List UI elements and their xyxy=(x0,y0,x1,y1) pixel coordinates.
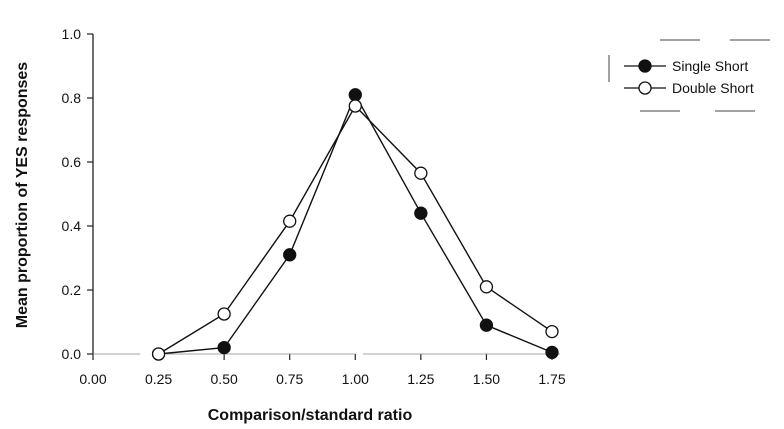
y-tick-label: 0.2 xyxy=(62,282,82,298)
y-tick-label: 1.0 xyxy=(62,26,82,42)
single-short-point xyxy=(414,206,428,220)
double-short-point xyxy=(479,280,494,294)
y-tick-label: 0.8 xyxy=(62,90,82,106)
single-short-point xyxy=(217,340,231,355)
y-tick-label: 0.6 xyxy=(62,154,82,170)
legend-label: Double Short xyxy=(672,80,754,96)
x-tick-label: 0.50 xyxy=(211,371,238,387)
x-ticks: 0.00 0.25 0.50 0.75 1.00 1.25 1.50 1.75 xyxy=(79,353,566,387)
double-short-point xyxy=(217,307,231,321)
x-tick-label: 1.25 xyxy=(407,371,434,387)
x-tick-label: 0.25 xyxy=(145,371,172,387)
x-tick-label: 0.00 xyxy=(79,371,106,387)
x-tick-label: 0.75 xyxy=(276,371,303,387)
legend: Single Short Double Short xyxy=(608,39,770,112)
single-short-point xyxy=(348,88,362,102)
y-axis-title: Mean proportion of YES responses xyxy=(14,62,31,329)
x-tick-label: 1.50 xyxy=(473,371,500,387)
series-layer xyxy=(151,88,559,361)
x-axis-title: Comparison/standard ratio xyxy=(208,407,413,424)
single-short-point xyxy=(479,318,494,332)
double-short-point xyxy=(545,324,559,339)
double-short-point xyxy=(348,99,362,113)
legend-marker xyxy=(638,59,652,73)
series-line-double-short xyxy=(158,104,553,355)
double-short-point xyxy=(414,166,428,180)
single-short-point xyxy=(545,345,559,360)
single-short-point xyxy=(283,248,297,262)
legend-label: Single Short xyxy=(672,58,748,74)
y-tick-label: 0.4 xyxy=(62,218,82,234)
double-short-point xyxy=(283,214,297,228)
legend-marker xyxy=(638,81,652,95)
double-short-point xyxy=(151,347,166,361)
y-ticks: 0.0 0.2 0.4 0.6 0.8 1.0 xyxy=(62,26,93,362)
y-tick-label: 0.0 xyxy=(62,346,82,362)
x-tick-label: 1.75 xyxy=(538,371,565,387)
x-tick-label: 1.00 xyxy=(342,371,369,387)
series-line-single-short xyxy=(158,93,553,355)
